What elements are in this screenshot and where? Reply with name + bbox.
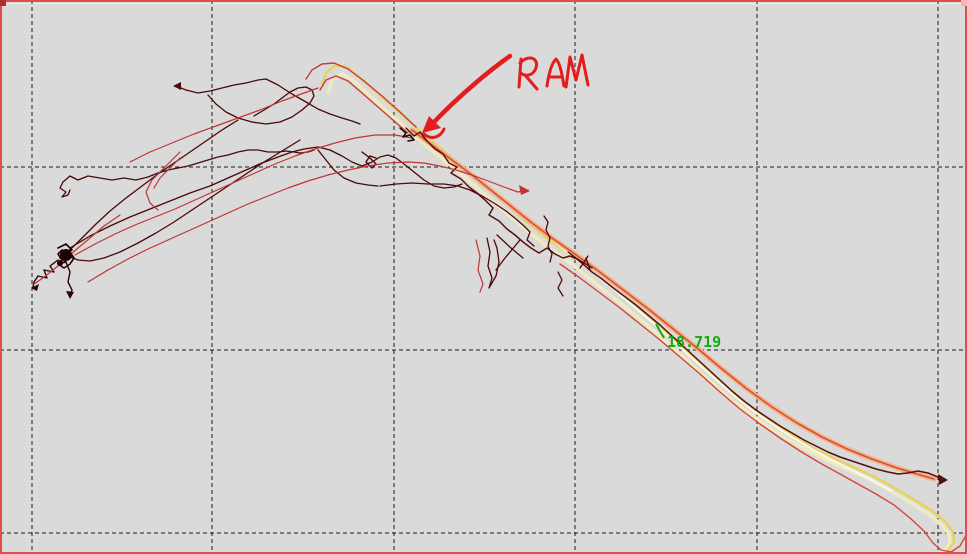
track-web-horizontal-line [62, 149, 315, 183]
track-end-arrowhead [938, 474, 948, 485]
track-fragment-zigzag-2 [557, 271, 564, 297]
knot-blob [60, 249, 72, 261]
knot-left-arrowhead [31, 284, 39, 291]
track-red-web-3 [87, 161, 529, 283]
track-fragment-cross-tick-2 [579, 255, 589, 269]
track-fragment-v-shape [486, 237, 500, 289]
track-web-under-bundle [379, 182, 535, 247]
ram-letter-stroke [523, 73, 539, 91]
track-fragment-x-arrow-2 [495, 239, 521, 271]
track-red-lower-curve [559, 263, 966, 553]
track-hook-red-inner [319, 75, 409, 134]
track-hook-red-outer [305, 62, 417, 128]
knot-blob-small [57, 260, 63, 266]
ram-letter-stroke [545, 57, 566, 88]
track-fragment-cross-tick-1 [585, 257, 591, 271]
track-red-web-2 [74, 134, 413, 256]
track-white-curve [551, 239, 893, 492]
track-web-top-line [175, 78, 361, 125]
track-red-v-zigzag [475, 239, 484, 293]
track-web-descent-2 [67, 139, 301, 262]
track-red-web-curl-1 [145, 151, 181, 211]
resize-handle-top-right[interactable] [961, 0, 967, 6]
resize-handle-top-left[interactable] [0, 0, 6, 6]
track-pale-yellow-curve [326, 72, 952, 553]
ram-annotation-arrow-curl [422, 127, 446, 139]
track-fragment-x-arrow-1 [496, 234, 524, 259]
knot-down-arrowhead [66, 291, 74, 299]
track-ram-track [405, 127, 945, 480]
web-top-arrowhead [173, 82, 181, 90]
top-inner-highlight [0, 3, 967, 5]
red-line-arrowhead [519, 185, 530, 195]
ram-label [517, 53, 590, 91]
track-web-join-line [317, 149, 379, 187]
measurement-label: 18.719 [667, 333, 721, 351]
track-web-descent-1 [65, 119, 239, 254]
track-fragment-squiggle-1 [543, 215, 553, 263]
measurement-label-tick [655, 323, 665, 339]
track-red-web-1 [129, 87, 319, 163]
track-web-knot-left-zigzag [32, 259, 59, 288]
ram-letter-stroke [564, 53, 590, 89]
track-web-tip-zigzag [59, 181, 71, 198]
track-ram-target-scribble [399, 127, 415, 142]
track-red-web-to-corner [33, 214, 121, 285]
track-web-knot-to-hook [69, 146, 463, 249]
track-web-upper-loop [207, 86, 315, 125]
track-red-web-curl-2 [153, 157, 181, 189]
ram-annotation-arrow-shaft [431, 53, 513, 125]
track-web-tangle [361, 151, 377, 169]
track-orange-core [411, 129, 935, 480]
ram-annotation-arrow-head [422, 116, 441, 133]
ram-letter-stroke [518, 56, 539, 77]
